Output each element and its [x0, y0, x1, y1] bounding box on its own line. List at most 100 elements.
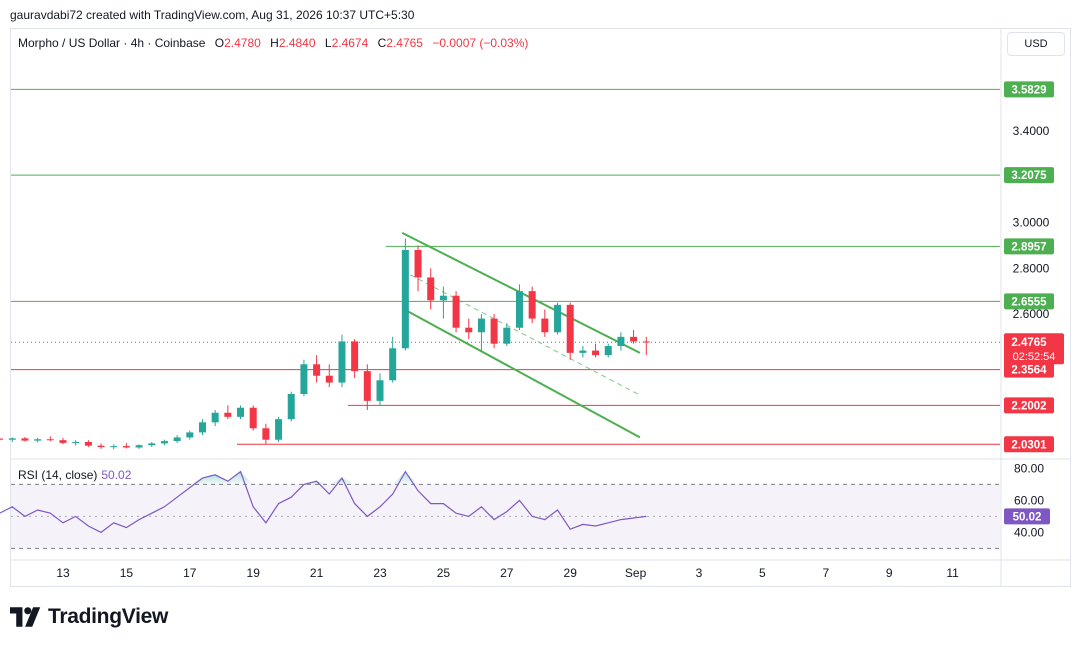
time-tick-label: 3 — [696, 566, 703, 580]
level-price-tag — [1004, 397, 1054, 414]
price-tick-label: 2.6000 — [1013, 307, 1050, 321]
candle-body — [211, 412, 219, 423]
close-label: C — [377, 36, 387, 50]
rsi-legend: RSI (14, close) 50.02 — [18, 468, 131, 482]
level-price-label: 3.2075 — [1011, 170, 1047, 182]
tradingview-brand[interactable]: TradingView — [10, 604, 168, 630]
rsi-overbought-fill — [341, 478, 355, 485]
candle-body — [275, 419, 283, 440]
time-tick-label: 21 — [310, 566, 324, 580]
low-value: 2.4674 — [331, 36, 369, 50]
level-price-tag — [1004, 293, 1054, 310]
last-price-label: 2.4765 — [1011, 337, 1047, 349]
channel-lower-line — [401, 307, 641, 439]
level-price-tag — [1004, 361, 1054, 378]
rsi-legend-label[interactable]: RSI (14, close) — [18, 468, 98, 482]
candle-body — [59, 440, 67, 443]
candle-body — [617, 336, 625, 346]
level-price-tag — [1004, 167, 1054, 184]
candle-body — [490, 318, 498, 344]
candle-body — [642, 341, 650, 343]
candle-body — [579, 350, 587, 353]
candle-body — [8, 438, 16, 440]
rsi-overbought-fill — [215, 474, 228, 485]
rsi-band-fill — [11, 484, 1000, 549]
currency-button[interactable]: USD — [1007, 32, 1065, 56]
channel-mid-line — [401, 270, 641, 396]
close-value: 2.4765 — [386, 36, 423, 50]
rsi-tick-label: 80.00 — [1014, 461, 1044, 475]
candle-body — [173, 437, 181, 442]
time-tick-label: 7 — [822, 566, 829, 580]
candle-body — [566, 304, 574, 353]
time-tick-label: 13 — [56, 566, 70, 580]
rsi-line — [0, 470, 647, 534]
candle-body — [186, 432, 194, 438]
candle-body — [122, 446, 130, 448]
candle-body — [21, 438, 29, 441]
high-label: H — [270, 36, 279, 50]
open-label: O — [214, 36, 225, 50]
candle-body — [72, 442, 80, 443]
level-price-label: 3.5829 — [1011, 84, 1046, 96]
time-tick-label: 9 — [886, 566, 893, 580]
level-price-label: 2.6555 — [1011, 296, 1047, 308]
time-tick-label: 17 — [183, 566, 197, 580]
chart-frame — [10, 28, 1071, 587]
candle-body — [528, 291, 536, 319]
candle-body — [313, 364, 321, 376]
candle-body — [198, 422, 206, 433]
rsi-last-label: 50.02 — [1013, 511, 1042, 523]
price-tick-label: 3.0000 — [1013, 216, 1050, 230]
candle-body — [148, 443, 156, 446]
candle-body — [515, 291, 523, 328]
candle-body — [414, 250, 422, 278]
candle-body — [0, 438, 4, 440]
candle-body — [249, 407, 257, 429]
candle-body — [630, 336, 638, 342]
candle-body — [452, 295, 460, 328]
candle-body — [287, 394, 295, 420]
candle-body — [604, 346, 612, 356]
candle-body — [110, 446, 118, 448]
candle-body — [34, 439, 42, 441]
last-price-tag — [1004, 333, 1064, 365]
time-tick-label: 25 — [437, 566, 451, 580]
time-tick-label: 19 — [247, 566, 261, 580]
candle-body — [224, 412, 232, 417]
candle-body — [376, 380, 384, 401]
rsi-overbought-fill — [392, 471, 406, 485]
level-price-label: 2.8957 — [1011, 241, 1046, 253]
rsi-legend-value: 50.02 — [101, 468, 132, 482]
change-value: −0.0007 (−0.03%) — [432, 36, 529, 50]
candle-body — [97, 445, 105, 448]
candle-body — [325, 375, 333, 383]
rsi-overbought-fill — [227, 471, 241, 485]
time-tick-label: 15 — [120, 566, 134, 580]
rsi-tick-label: 40.00 — [1014, 525, 1044, 539]
symbol-name[interactable]: Morpho / US Dollar · 4h · Coinbase — [18, 36, 206, 50]
candle-body — [427, 277, 435, 301]
candle-body — [46, 439, 54, 441]
open-value: 2.4780 — [224, 36, 261, 50]
candle-body — [84, 442, 92, 446]
rsi-overbought-fill — [189, 478, 203, 485]
candle-body — [135, 445, 143, 448]
candle-body — [439, 295, 447, 301]
time-tick-label: 27 — [500, 566, 514, 580]
time-tick-label: 11 — [946, 566, 959, 580]
time-tick-label: 5 — [759, 566, 766, 580]
candle-body — [503, 327, 511, 344]
candle-body — [160, 441, 168, 444]
brand-name: TradingView — [48, 605, 169, 628]
level-price-label: 2.0301 — [1011, 439, 1047, 451]
level-price-tag — [1004, 81, 1054, 98]
candle-body — [477, 318, 485, 333]
low-label: L — [324, 36, 332, 50]
high-value: 2.4840 — [278, 36, 316, 50]
candle-body — [338, 341, 346, 383]
price-tick-label: 3.4000 — [1013, 124, 1050, 138]
level-price-label: 2.2002 — [1011, 400, 1046, 412]
rsi-tick-label: 60.00 — [1014, 493, 1044, 507]
